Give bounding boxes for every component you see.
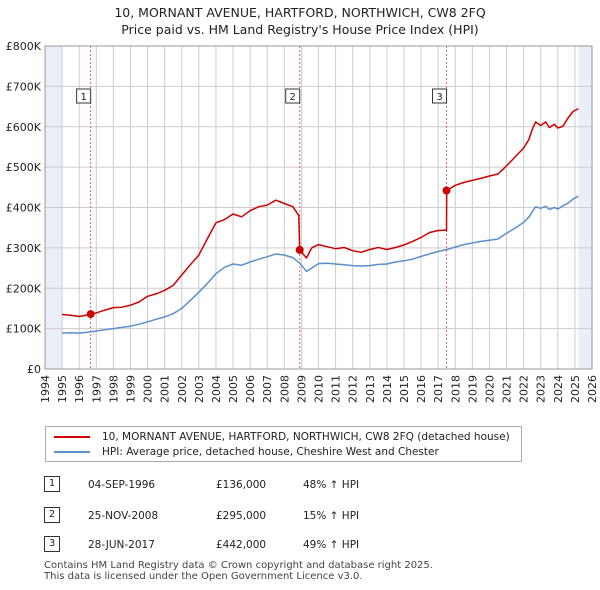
sale-label: 1	[80, 92, 86, 103]
hpi-line	[62, 195, 579, 334]
legend-item-hpi: HPI: Average price, detached house, Ches…	[54, 445, 439, 459]
footer-copyright: Contains HM Land Registry data © Crown c…	[44, 560, 433, 571]
x-tick-label: 2022	[518, 375, 531, 403]
y-tick-label: £700K	[6, 80, 42, 93]
y-tick-label: £600K	[6, 121, 42, 134]
sale-point	[442, 186, 451, 195]
legend-label-price: 10, MORNANT AVENUE, HARTFORD, NORTHWICH,…	[102, 431, 510, 443]
x-tick-label: 2026	[586, 375, 599, 403]
sale-label-box	[285, 88, 301, 104]
x-tick-label: 2015	[398, 375, 411, 403]
x-tick-label: 2014	[381, 375, 394, 403]
y-tick-label: £800K	[6, 40, 42, 53]
x-tick-label: 2020	[483, 375, 496, 403]
x-tick-label: 2017	[432, 375, 445, 403]
footer: Contains HM Land Registry data © Crown c…	[44, 560, 433, 582]
x-tick-label: 2011	[330, 375, 343, 403]
sale-point	[86, 310, 95, 319]
sale-number-box: 1	[44, 476, 60, 492]
price-paid-line	[62, 107, 579, 318]
y-tick-label: £400K	[6, 202, 42, 215]
sale-label-box	[432, 88, 448, 104]
x-tick-label: 2003	[193, 375, 206, 403]
title-line-2: Price paid vs. HM Land Registry's House …	[121, 22, 479, 37]
x-tick-label: 1999	[124, 375, 137, 403]
x-tick-label: 2024	[552, 375, 565, 403]
x-tick-label: 2004	[210, 375, 223, 403]
sale-price: £442,000	[216, 539, 267, 551]
sale-date: 04-SEP-1996	[88, 479, 156, 491]
x-tick-label: 2001	[159, 375, 172, 403]
x-tick-label: 1996	[73, 375, 86, 403]
x-tick-label: 2013	[364, 375, 377, 403]
sale-label: 2	[290, 92, 296, 103]
x-tick-label: 2021	[501, 375, 514, 403]
x-tick-label: 2023	[535, 375, 548, 403]
x-tick-label: 2016	[415, 375, 428, 403]
sale-label-box	[76, 88, 92, 104]
sale-label: 3	[436, 92, 442, 103]
sale-date: 25-NOV-2008	[88, 510, 159, 522]
x-tick-label: 1994	[39, 375, 52, 403]
price-chart: 1 2 3 £0 £100K £200K £300K £400K £500K £600K £700…	[6, 40, 599, 403]
legend: 10, MORNANT AVENUE, HARTFORD, NORTHWICH,…	[45, 426, 522, 462]
footer-licence: This data is licensed under the Open Gov…	[44, 571, 363, 582]
x-tick-label: 2006	[244, 375, 257, 403]
gridlines	[44, 45, 593, 370]
sale-points	[86, 186, 451, 319]
sale-hpi-change: 49% ↑ HPI	[303, 539, 360, 551]
y-tick-label: £200K	[6, 282, 42, 295]
x-tick-label: 2009	[295, 375, 308, 403]
plot-frame	[44, 45, 593, 370]
sale-labels: 1 2 3	[76, 88, 448, 104]
sale-number-box: 3	[44, 536, 60, 552]
legend-item-price: 10, MORNANT AVENUE, HARTFORD, NORTHWICH,…	[54, 430, 510, 444]
sale-price: £136,000	[216, 479, 267, 491]
chart-title: 10, MORNANT AVENUE, HARTFORD, NORTHWICH,…	[0, 4, 600, 38]
x-tick-label: 1995	[56, 375, 69, 403]
x-tick-label: 2000	[142, 375, 155, 403]
x-tick-label: 2008	[278, 375, 291, 403]
price-line-swatch	[54, 436, 90, 438]
title-line-1: 10, MORNANT AVENUE, HARTFORD, NORTHWICH,…	[114, 5, 486, 20]
sale-point	[295, 245, 304, 254]
hpi-line-swatch	[54, 451, 90, 453]
x-tick-label: 1998	[107, 375, 120, 403]
x-tick-label: 1997	[90, 375, 103, 403]
sale-price: £295,000	[216, 510, 267, 522]
x-tick-label: 2012	[347, 375, 360, 403]
series-lines	[62, 107, 579, 334]
x-tick-label: 2005	[227, 375, 240, 403]
legend-label-hpi: HPI: Average price, detached house, Ches…	[102, 446, 439, 458]
sale-hpi-change: 48% ↑ HPI	[303, 479, 360, 491]
y-tick-label: £100K	[6, 323, 42, 336]
y-tick-label: £0	[27, 363, 41, 376]
axes: £0 £100K £200K £300K £400K £500K £600K £700K £80…	[6, 40, 599, 403]
x-tick-label: 2002	[176, 375, 189, 403]
y-tick-label: £500K	[6, 161, 42, 174]
x-tick-label: 2025	[569, 375, 582, 403]
x-tick-label: 2007	[261, 375, 274, 403]
x-tick-label: 2010	[313, 375, 326, 403]
x-tick-label: 2018	[449, 375, 462, 403]
y-tick-label: £300K	[6, 242, 42, 255]
sale-hpi-change: 15% ↑ HPI	[303, 510, 360, 522]
sale-number-box: 2	[44, 507, 60, 523]
sale-date: 28-JUN-2017	[88, 539, 155, 551]
x-tick-label: 2019	[466, 375, 479, 403]
